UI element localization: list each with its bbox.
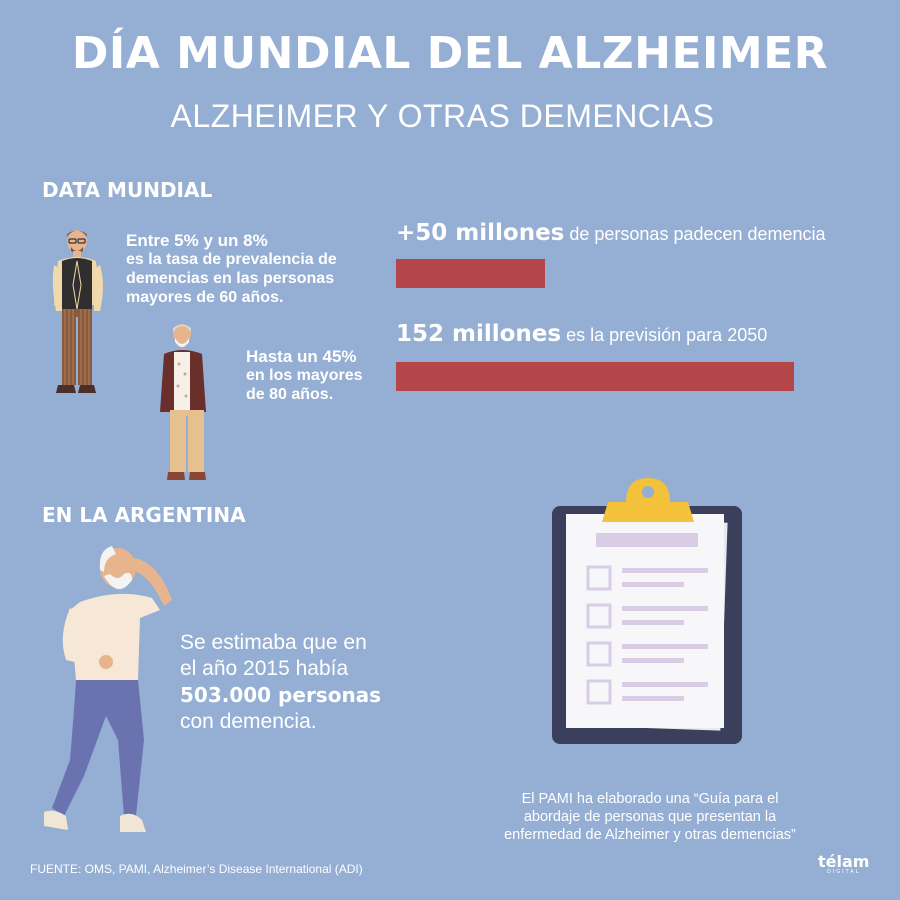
stat-over-80-desc-2: de 80 años. [246,386,334,403]
argentina-stat-value: 503.000 personas [180,683,382,707]
telam-logo: télam DIGITAL [818,852,869,875]
stat-prevalence-desc-1: es la tasa de prevalencia de [126,251,337,268]
pami-line-2: abordaje de personas que presentan la [523,809,777,825]
pami-line-3: enfermedad de Alzheimer y otras demencia… [504,827,796,843]
bar-value-forecast: 152 millones [396,321,562,347]
stat-prevalence-range: Entre 5% y un 8% [126,231,268,250]
bar-text-forecast: es la previsión para 2050 [561,325,768,345]
bar-text-current: de personas padecen demencia [564,224,826,244]
older-man-vest-icon [52,230,103,393]
stat-prevalence-desc-3: mayores de 60 años. [126,289,284,306]
source-note: FUENTE: OMS, PAMI, Alzheimer’s Disease I… [30,862,363,876]
argentina-stat-line-4: con demencia. [180,710,317,733]
page-title: DÍA MUNDIAL DEL ALZHEIMER [71,28,829,79]
argentina-stat-line-1: Se estimaba que en [180,631,367,654]
section-title-argentina: EN LA ARGENTINA [42,503,246,527]
bar-forecast [396,362,794,391]
telam-logo-text: télam [818,852,870,871]
argentina-stat-line-2: el año 2015 había [180,657,349,680]
confused-older-man-icon [44,546,172,832]
pami-line-1: El PAMI ha elaborado una “Guía para el [521,791,779,807]
argentina-stat: Se estimaba que en el año 2015 había 503… [180,630,410,735]
stat-over-80: Hasta un 45% en los mayores de 80 años. [246,347,386,404]
page-subtitle: ALZHEIMER Y OTRAS DEMENCIAS [170,98,715,134]
bar-label-forecast: 152 millones es la previsión para 2050 [396,321,767,347]
pami-guide-note: El PAMI ha elaborado una “Guía para el a… [440,790,860,844]
bar-current [396,259,545,288]
stat-over-80-value: Hasta un 45% [246,347,357,366]
stat-prevalence-desc-2: demencias en las personas [126,270,335,287]
section-title-world: DATA MUNDIAL [42,178,213,202]
stat-prevalence: Entre 5% y un 8% es la tasa de prevalenc… [126,231,366,307]
bar-value-current: +50 millones [396,220,565,246]
stat-over-80-desc-1: en los mayores [246,367,363,384]
older-man-cardigan-icon [160,324,206,480]
telam-logo-sub: DIGITAL [826,869,861,875]
bar-label-current: +50 millones de personas padecen demenci… [396,220,826,246]
clipboard-checklist-icon [552,478,742,744]
